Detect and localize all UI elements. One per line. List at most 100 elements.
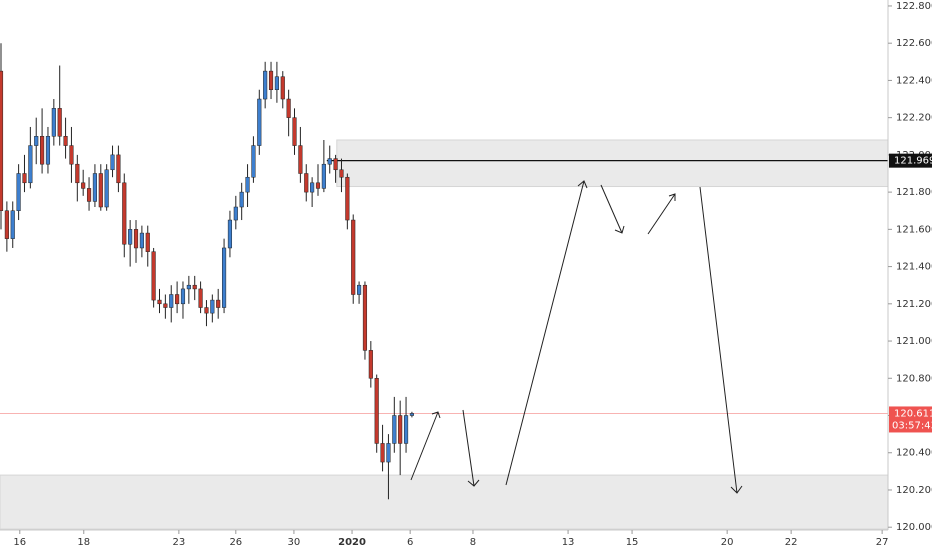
candle-body <box>34 136 39 146</box>
candle-body <box>304 173 309 193</box>
candle-body <box>251 145 256 178</box>
y-tick-label: 121.600 <box>896 224 932 235</box>
x-tick-label: 27 <box>876 537 889 548</box>
candle-body <box>245 176 250 193</box>
last-price-label: 120.611 <box>894 408 932 419</box>
x-tick-label: 8 <box>470 537 476 548</box>
candle-body <box>351 219 356 295</box>
candle-body <box>128 229 133 245</box>
arrow <box>647 193 676 235</box>
candle-body <box>292 117 297 146</box>
candle-body <box>69 145 74 165</box>
last-price-badge <box>889 406 932 433</box>
candle-body <box>122 182 127 245</box>
x-tick-label: 2020 <box>338 537 366 548</box>
candle-body <box>10 210 15 239</box>
y-tick-label: 120.800 <box>896 373 932 384</box>
y-tick-label: 120.200 <box>896 485 932 496</box>
y-tick-label: 122.400 <box>896 75 932 86</box>
candle-body <box>392 415 397 444</box>
candle-body <box>362 284 368 351</box>
x-tick-label: 26 <box>229 537 242 548</box>
candle-body <box>104 169 109 208</box>
candle-body <box>268 70 274 90</box>
y-tick-label: 122.800 <box>896 1 932 12</box>
candle-body <box>116 154 121 184</box>
y-tick-label: 120.000 <box>896 522 932 533</box>
x-tick-label: 15 <box>626 537 639 548</box>
candle-body <box>386 443 391 463</box>
candle-body <box>51 108 56 137</box>
candle-body <box>40 136 45 165</box>
y-tick-label: 121.000 <box>896 336 932 347</box>
candle-body <box>327 158 332 165</box>
candle-body <box>233 206 238 221</box>
candle-body <box>98 173 103 208</box>
zone <box>336 139 889 188</box>
candle-body <box>239 191 244 208</box>
y-tick-label: 120.400 <box>896 448 932 459</box>
candle-body <box>315 182 321 189</box>
arrow <box>600 184 625 234</box>
candle-body <box>357 284 362 295</box>
candle-body <box>263 70 268 100</box>
y-tick-label: 121.400 <box>896 262 932 273</box>
candle-body <box>339 169 344 178</box>
candle-body <box>409 413 414 416</box>
candle-body <box>221 247 227 308</box>
candle-body <box>22 173 27 184</box>
candle-body <box>133 229 139 249</box>
arrow <box>410 411 441 481</box>
y-tick-label: 122.200 <box>896 113 932 124</box>
candle-body <box>86 188 92 202</box>
candle-body <box>63 136 68 146</box>
candle-body <box>198 288 203 308</box>
level-label: 121.969 <box>894 156 932 167</box>
candle-body <box>374 378 379 444</box>
x-tick-label: 20 <box>721 537 734 548</box>
candle-body <box>368 350 373 379</box>
candle-body <box>45 136 51 165</box>
candle-body <box>145 232 150 252</box>
candle-body <box>110 154 115 171</box>
candle-body <box>180 288 186 305</box>
candle-body <box>274 76 279 90</box>
candle-body <box>92 173 97 202</box>
candle-body <box>310 182 315 193</box>
drawings <box>410 180 743 494</box>
candle-body <box>139 232 144 249</box>
candle-body <box>227 219 233 249</box>
candle-body <box>216 299 221 308</box>
x-tick-label: 16 <box>13 537 26 548</box>
candle-body <box>192 284 197 290</box>
candle-body <box>380 443 385 463</box>
x-tick-label: 23 <box>173 537 186 548</box>
y-tick-label: 121.200 <box>896 299 932 310</box>
candle-body <box>28 145 33 184</box>
candle-body <box>175 294 180 305</box>
candle-body <box>398 415 403 444</box>
candle-body <box>257 98 262 146</box>
candle-body <box>280 76 285 100</box>
y-tick-label: 121.800 <box>896 187 932 198</box>
x-tick-label: 6 <box>407 537 413 548</box>
x-tick-label: 22 <box>785 537 798 548</box>
arrow <box>699 186 743 494</box>
candle-body <box>151 251 156 301</box>
candle-body <box>57 108 62 137</box>
candle-body <box>4 210 9 239</box>
arrow <box>462 409 480 487</box>
x-tick-label: 13 <box>562 537 575 548</box>
arrow <box>505 180 588 486</box>
candle-body <box>286 98 291 118</box>
y-tick-label: 122.600 <box>896 38 932 49</box>
candle-body <box>210 299 215 314</box>
candle-body <box>403 415 409 444</box>
candle-body <box>75 163 80 184</box>
candle-body <box>345 176 350 221</box>
x-tick-label: 30 <box>288 537 301 548</box>
zone <box>0 474 889 530</box>
candle-body <box>157 299 162 305</box>
